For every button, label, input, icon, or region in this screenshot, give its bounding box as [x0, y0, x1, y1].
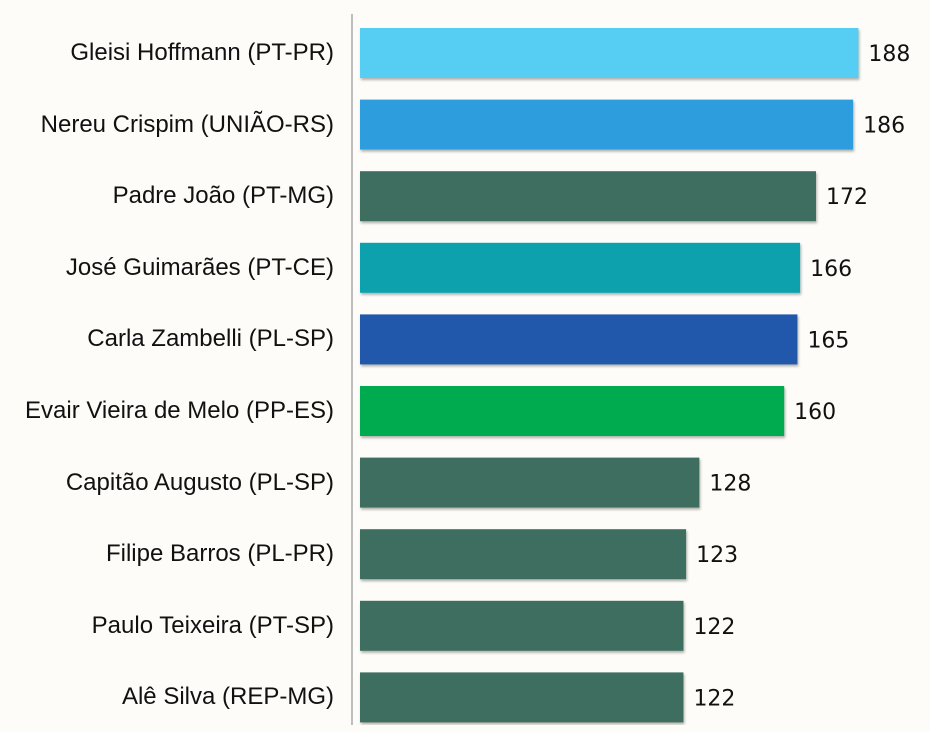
value-label: 122	[693, 615, 735, 640]
category-label: Nereu Crispim (UNIÃO-RS)	[40, 110, 334, 138]
value-label: 165	[807, 328, 849, 353]
category-label: Padre João (PT-MG)	[112, 182, 334, 210]
category-label: Filipe Barros (PL-PR)	[105, 540, 334, 568]
category-label: Paulo Teixeira (PT-SP)	[91, 611, 334, 639]
category-label: Alê Silva (REP-MG)	[121, 683, 334, 711]
value-label: 188	[868, 42, 910, 67]
bar	[360, 529, 687, 580]
bar	[360, 99, 854, 150]
bar	[360, 242, 801, 293]
category-label: José Guimarães (PT-CE)	[65, 253, 334, 281]
value-label: 186	[863, 114, 905, 139]
value-label: 123	[696, 543, 738, 568]
bar	[360, 672, 684, 723]
value-label: 122	[693, 686, 735, 711]
bar	[360, 314, 798, 365]
value-label: 128	[709, 472, 751, 497]
category-label: Evair Vieira de Melo (PP-ES)	[25, 397, 334, 424]
bar	[360, 386, 785, 436]
category-label: Capitão Augusto (PL-SP)	[65, 468, 334, 496]
bar	[360, 457, 700, 508]
bar	[360, 171, 816, 222]
bar	[360, 28, 859, 78]
value-label: 160	[794, 400, 836, 425]
bar	[360, 600, 684, 651]
value-label: 172	[826, 185, 868, 210]
value-label: 166	[810, 257, 852, 282]
category-label: Carla Zambelli (PL-SP)	[87, 325, 334, 353]
category-label: Gleisi Hoffmann (PT-PR)	[70, 39, 334, 66]
